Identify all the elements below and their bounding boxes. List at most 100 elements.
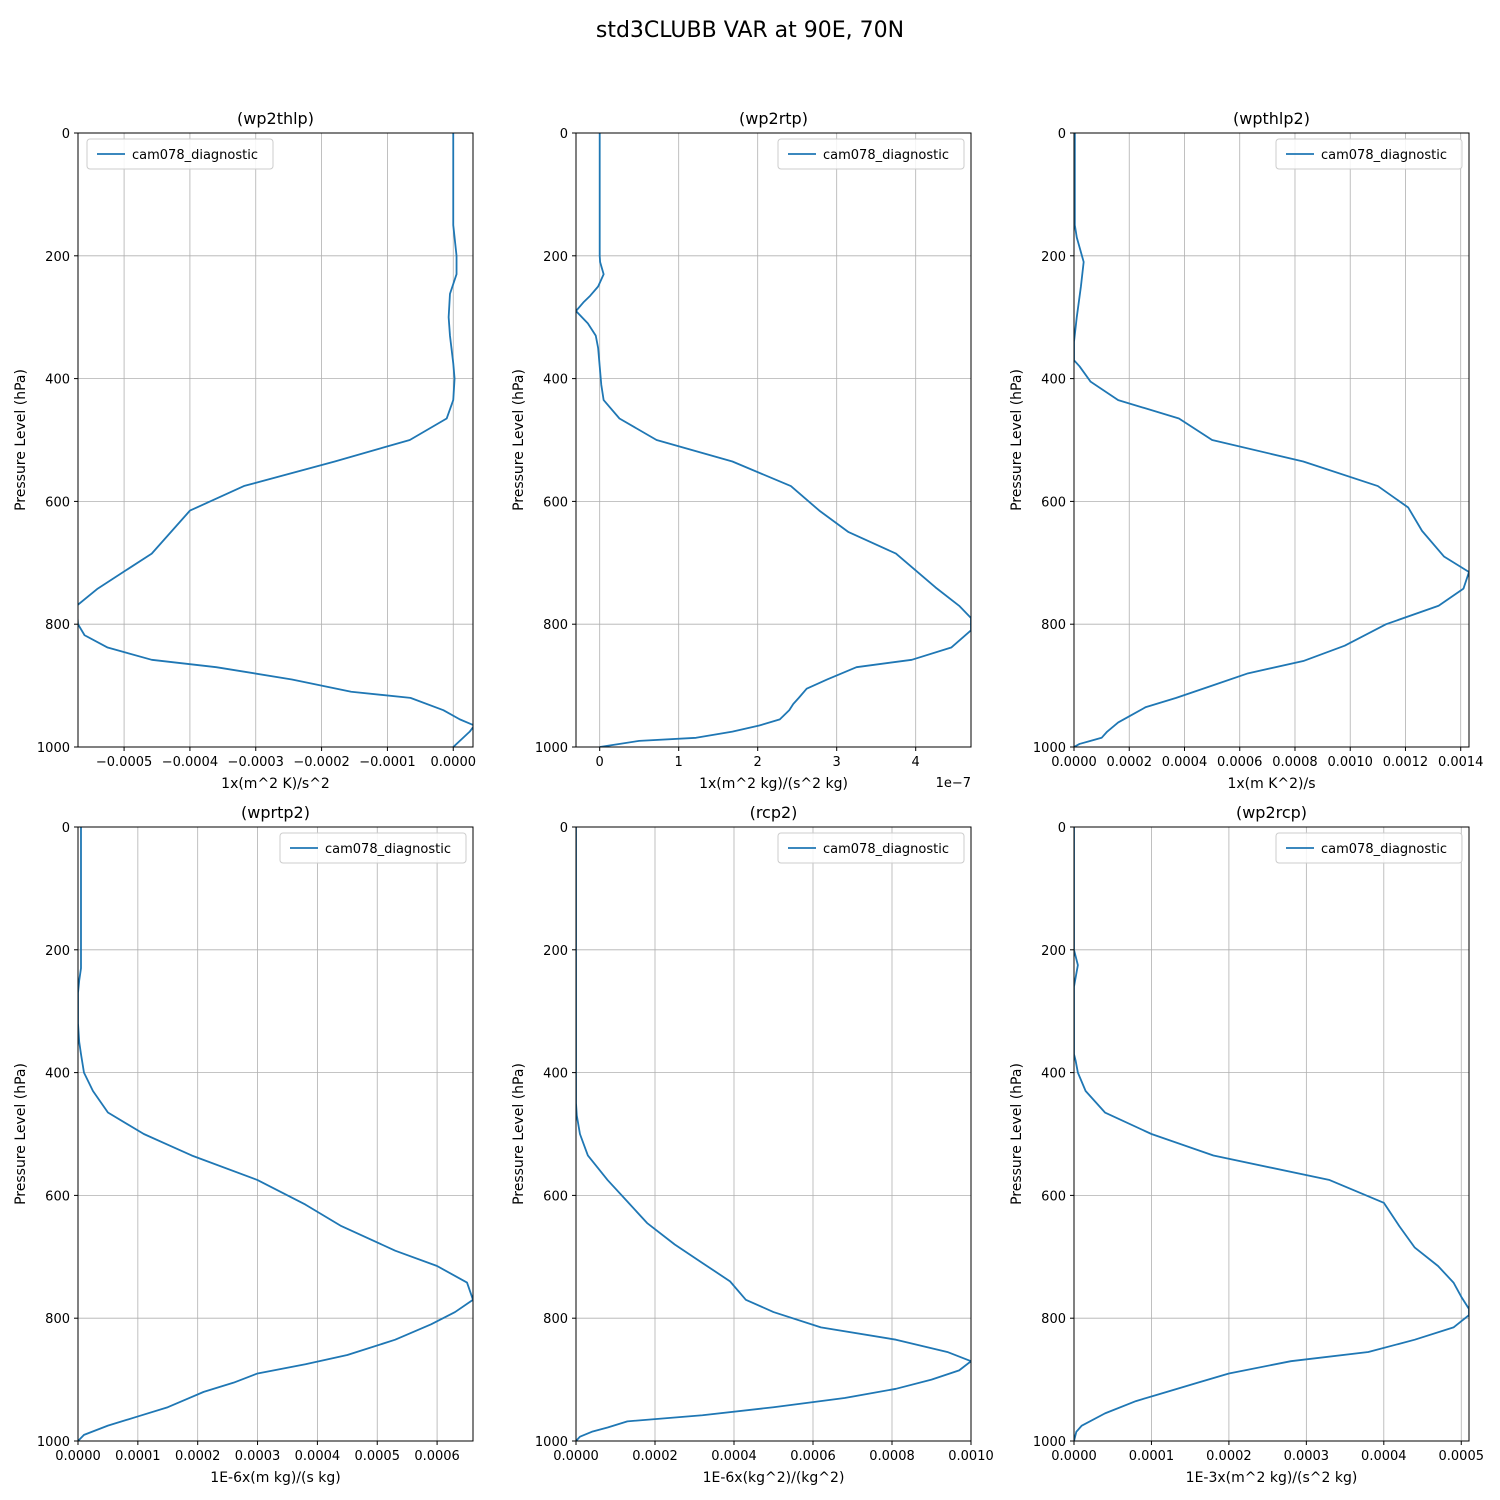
y-tick-label: 600 xyxy=(1041,1189,1066,1204)
y-tick-label: 400 xyxy=(543,1067,568,1082)
x-axis-label: 1E-6x(m kg)/(s kg) xyxy=(210,1470,340,1486)
x-tick-label: 4 xyxy=(912,755,920,770)
subplot-grid: −0.0005 −0.0004 −0.0003 −0.0002 −0.0001 0.000… xyxy=(13,109,1484,1486)
x-tick-label: 0.0004 xyxy=(1361,1449,1407,1464)
subplot-title: (rcp2) xyxy=(750,803,798,822)
subplot-3: 0.0000 0.0002 0.0004 0.0006 0.0008 0.0010 0.00… xyxy=(1009,109,1483,792)
y-tick-label: 800 xyxy=(45,1312,70,1327)
y-tick-label: 200 xyxy=(45,944,70,959)
subplot-5: 0.0000 0.0002 0.0004 0.0006 0.0008 0.0010 0 200… xyxy=(511,803,994,1486)
y-axis-label: Pressure Level (hPa) xyxy=(13,1063,29,1205)
subplot-4: 0.0000 0.0001 0.0002 0.0003 0.0004 0.0005 0.00… xyxy=(13,803,474,1486)
x-tick-label: 0.0004 xyxy=(295,1449,341,1464)
y-tick-label: 200 xyxy=(1041,250,1066,265)
x-tick-label: 0.0000 xyxy=(55,1449,101,1464)
y-tick-label: 1000 xyxy=(1033,1435,1066,1450)
axes-frame xyxy=(575,826,972,1442)
y-tick-label: 1000 xyxy=(535,741,568,756)
legend-label: cam078_diagnostic xyxy=(1321,148,1447,163)
x-tick-label: 0.0006 xyxy=(1217,755,1263,770)
x-tick-label: 3 xyxy=(833,755,841,770)
y-axis-label: Pressure Level (hPa) xyxy=(1009,369,1025,511)
y-tick-label: 0 xyxy=(560,127,568,142)
x-tick-label: 0.0006 xyxy=(414,1449,460,1464)
legend-box xyxy=(777,138,965,170)
subplot-1: −0.0005 −0.0004 −0.0003 −0.0002 −0.0001 0.000… xyxy=(13,109,476,792)
y-axis-label: Pressure Level (hPa) xyxy=(511,369,527,511)
legend-box xyxy=(1275,832,1463,864)
x-tick-label: 0.0002 xyxy=(632,1449,678,1464)
x-tick-label: 0.0010 xyxy=(1327,755,1373,770)
x-tick-label: 0.0000 xyxy=(553,1449,599,1464)
y-tick-label: 600 xyxy=(45,1189,70,1204)
x-tick-label: 0.0008 xyxy=(1272,755,1318,770)
figure-title: std3CLUBB VAR at 90E, 70N xyxy=(596,18,904,43)
y-tick-label: 600 xyxy=(1041,495,1066,510)
y-tick-label: 800 xyxy=(1041,1312,1066,1327)
y-tick-label: 400 xyxy=(1041,373,1066,388)
legend-box xyxy=(777,832,965,864)
y-tick-label: 800 xyxy=(543,1312,568,1327)
x-tick-label: −0.0004 xyxy=(162,755,218,770)
axes-frame xyxy=(1073,826,1470,1442)
subplot-2: 0 1 2 3 4 0 200 400 600 800 1000 (wp2rtp) 1x(m^2 kg)… xyxy=(511,109,972,792)
y-tick-label: 600 xyxy=(543,1189,568,1204)
axes-frame xyxy=(77,826,474,1442)
subplot-title: (wp2rtp) xyxy=(739,109,808,128)
legend-box xyxy=(86,138,274,170)
x-axis-label: 1E-3x(m^2 kg)/(s^2 kg) xyxy=(1186,1470,1358,1486)
x-axis-label: 1x(m^2 kg)/(s^2 kg) xyxy=(699,776,848,792)
x-tick-label: 0.0008 xyxy=(869,1449,915,1464)
y-tick-label: 400 xyxy=(543,373,568,388)
y-tick-label: 600 xyxy=(543,495,568,510)
subplot-6: 0.0000 0.0001 0.0002 0.0003 0.0004 0.0005 0 200… xyxy=(1009,803,1484,1486)
x-tick-label: 0.0005 xyxy=(354,1449,400,1464)
x-tick-label: 0.0002 xyxy=(175,1449,221,1464)
y-tick-label: 200 xyxy=(45,250,70,265)
series-line xyxy=(1074,133,1469,747)
x-tick-label: 0.0000 xyxy=(1051,755,1097,770)
y-axis-label: Pressure Level (hPa) xyxy=(13,369,29,511)
series-line xyxy=(1074,827,1469,1441)
x-tick-label: 0.0004 xyxy=(1162,755,1208,770)
y-tick-label: 200 xyxy=(1041,944,1066,959)
x-tick-label: 2 xyxy=(754,755,762,770)
x-tick-label: −0.0001 xyxy=(359,755,415,770)
y-tick-label: 1000 xyxy=(37,1435,70,1450)
x-tick-label: 0.0002 xyxy=(1106,755,1152,770)
legend-label: cam078_diagnostic xyxy=(1321,842,1447,857)
x-tick-label: 0.0001 xyxy=(1129,1449,1175,1464)
x-tick-label: 0.0010 xyxy=(948,1449,994,1464)
x-axis-label: 1x(m K^2)/s xyxy=(1227,776,1315,792)
x-tick-label: 0.0005 xyxy=(1439,1449,1485,1464)
x-tick-label: −0.0003 xyxy=(228,755,284,770)
y-tick-label: 200 xyxy=(543,250,568,265)
subplot-title: (wpthlp2) xyxy=(1233,109,1310,128)
x-tick-label: 0.0003 xyxy=(1284,1449,1330,1464)
axes-frame xyxy=(575,132,972,748)
legend-label: cam078_diagnostic xyxy=(823,842,949,857)
series-line xyxy=(576,133,971,747)
series-line xyxy=(78,827,473,1441)
subplot-title: (wprtp2) xyxy=(241,803,310,822)
y-tick-label: 0 xyxy=(62,821,70,836)
y-tick-label: 1000 xyxy=(535,1435,568,1450)
x-offset-label: 1e−7 xyxy=(936,776,971,791)
legend-label: cam078_diagnostic xyxy=(325,842,451,857)
legend-label: cam078_diagnostic xyxy=(132,148,258,163)
y-tick-label: 400 xyxy=(45,373,70,388)
x-tick-label: 0.0000 xyxy=(431,755,477,770)
y-tick-label: 1000 xyxy=(37,741,70,756)
axes-frame xyxy=(1073,132,1470,748)
x-tick-label: 0 xyxy=(596,755,604,770)
x-tick-label: 0.0012 xyxy=(1383,755,1429,770)
y-tick-label: 400 xyxy=(45,1067,70,1082)
y-tick-label: 0 xyxy=(1058,127,1066,142)
y-axis-label: Pressure Level (hPa) xyxy=(1009,1063,1025,1205)
x-tick-label: 0.0003 xyxy=(235,1449,281,1464)
series-line xyxy=(576,827,971,1441)
y-tick-label: 0 xyxy=(62,127,70,142)
y-tick-label: 800 xyxy=(45,618,70,633)
